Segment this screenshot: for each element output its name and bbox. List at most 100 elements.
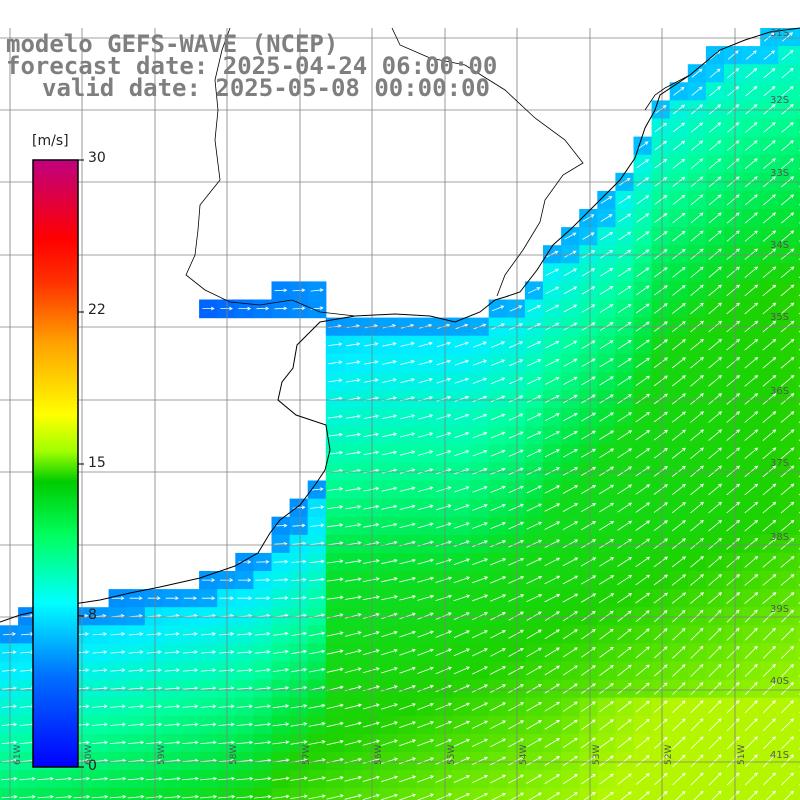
wind-cell [615, 444, 635, 463]
wind-cell [488, 625, 508, 644]
wind-arrow [237, 632, 253, 636]
wind-arrow [672, 302, 686, 314]
wind-arrow [618, 249, 632, 259]
wind-arrow [490, 377, 506, 385]
wind-cell [633, 281, 653, 301]
wind-arrow [599, 610, 614, 622]
wind-arrow [453, 612, 470, 620]
wind-arrow [418, 359, 433, 366]
wind-cell [597, 788, 616, 800]
wind-cell [543, 607, 562, 626]
wind-cell [524, 661, 544, 681]
wind-arrow [290, 685, 308, 691]
wind-cell [561, 589, 580, 608]
wind-cell [597, 697, 616, 717]
wind-arrow [544, 575, 561, 585]
wind-cell [506, 643, 526, 663]
wind-arrow [381, 504, 398, 510]
wind-cell [524, 299, 544, 319]
wind-arrow [784, 790, 794, 800]
wind-cell [705, 516, 725, 536]
wind-arrow [690, 356, 704, 369]
wind-arrow [690, 248, 704, 260]
wind-cell [669, 498, 689, 518]
wind-arrow [490, 485, 506, 493]
wind-arrow [617, 556, 633, 567]
wind-cell [597, 607, 616, 626]
wind-arrow [344, 775, 363, 782]
wind-cell [724, 733, 743, 753]
wind-cell [705, 534, 725, 554]
wind-arrow [236, 722, 253, 727]
wind-arrow [781, 682, 794, 695]
wind-arrow [762, 483, 777, 496]
wind-arrow [620, 791, 632, 800]
wind-arrow [581, 304, 596, 313]
wind-arrow [218, 776, 236, 781]
wind-cell [687, 480, 707, 500]
wind-arrow [653, 484, 668, 495]
wind-cell [561, 426, 580, 445]
wind-arrow [617, 773, 632, 785]
wind-arrow [581, 719, 596, 731]
wind-cell [579, 335, 598, 355]
wind-cell [506, 679, 526, 699]
wind-cell [561, 715, 580, 735]
wind-arrow [238, 560, 252, 564]
lat-label-33s: 33S [770, 168, 790, 179]
wind-arrow [744, 375, 759, 387]
wind-arrow [708, 754, 722, 768]
wind-cell [742, 733, 761, 753]
wind-arrow [744, 645, 758, 659]
wind-arrow [363, 450, 380, 456]
wind-arrow [399, 486, 416, 492]
wind-cell [669, 552, 689, 572]
wind-arrow [762, 609, 776, 623]
wind-arrow [690, 465, 704, 478]
wind-arrow [435, 612, 452, 620]
wind-arrow [417, 775, 435, 783]
wind-arrow [453, 576, 471, 584]
wind-arrow [254, 776, 272, 781]
wind-arrow [617, 358, 632, 368]
wind-arrow [182, 668, 199, 673]
wind-arrow [672, 248, 686, 260]
wind-cell [615, 571, 635, 590]
wind-arrow [527, 341, 542, 349]
wind-cell [543, 390, 562, 409]
wind-arrow [508, 449, 524, 457]
wind-arrow [544, 593, 561, 603]
wind-arrow [92, 704, 108, 709]
wind-cell [705, 444, 725, 463]
wind-arrow [780, 248, 795, 260]
wind-cell [724, 82, 743, 101]
wind-cell [687, 263, 707, 282]
wind-arrow [435, 504, 452, 511]
wind-arrow [654, 212, 668, 223]
wind-arrow [599, 286, 614, 295]
wind-arrow [653, 574, 669, 586]
wind-cell [760, 426, 779, 445]
wind-arrow [237, 650, 253, 654]
wind-cell [561, 390, 580, 409]
wind-cell [597, 643, 616, 663]
wind-arrow [563, 413, 578, 422]
wind-arrow [781, 104, 794, 115]
wind-arrow [708, 393, 723, 405]
wind-arrow [780, 555, 795, 568]
wind-arrow [92, 722, 108, 727]
wind-arrow [654, 158, 668, 169]
lat-label-35s: 35S [770, 312, 790, 323]
wind-cell [669, 136, 689, 156]
wind-arrow [762, 718, 776, 732]
wind-arrow [654, 718, 668, 731]
wind-cell [778, 408, 797, 427]
wind-arrow [326, 667, 344, 673]
wind-arrow [200, 668, 217, 673]
wind-arrow [345, 432, 362, 437]
wind-arrow [164, 686, 181, 691]
wind-arrow [490, 359, 506, 366]
wind-cell [705, 661, 725, 681]
lon-label-55w: 55W [447, 744, 457, 765]
wind-arrow [636, 249, 650, 259]
